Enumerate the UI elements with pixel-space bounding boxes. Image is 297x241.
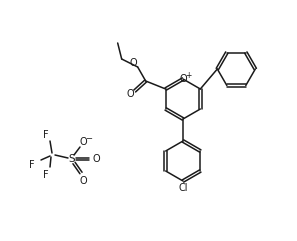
- Text: O: O: [79, 137, 87, 147]
- Text: −: −: [86, 134, 92, 143]
- Text: F: F: [29, 160, 35, 170]
- Text: O: O: [92, 154, 100, 164]
- Text: O: O: [130, 58, 138, 68]
- Text: S: S: [69, 154, 75, 164]
- Text: O: O: [127, 89, 135, 99]
- Text: +: +: [185, 72, 191, 80]
- Text: O: O: [79, 176, 87, 186]
- Text: O: O: [179, 74, 187, 84]
- Text: F: F: [43, 170, 49, 180]
- Text: Cl: Cl: [178, 183, 188, 193]
- Text: F: F: [43, 130, 49, 140]
